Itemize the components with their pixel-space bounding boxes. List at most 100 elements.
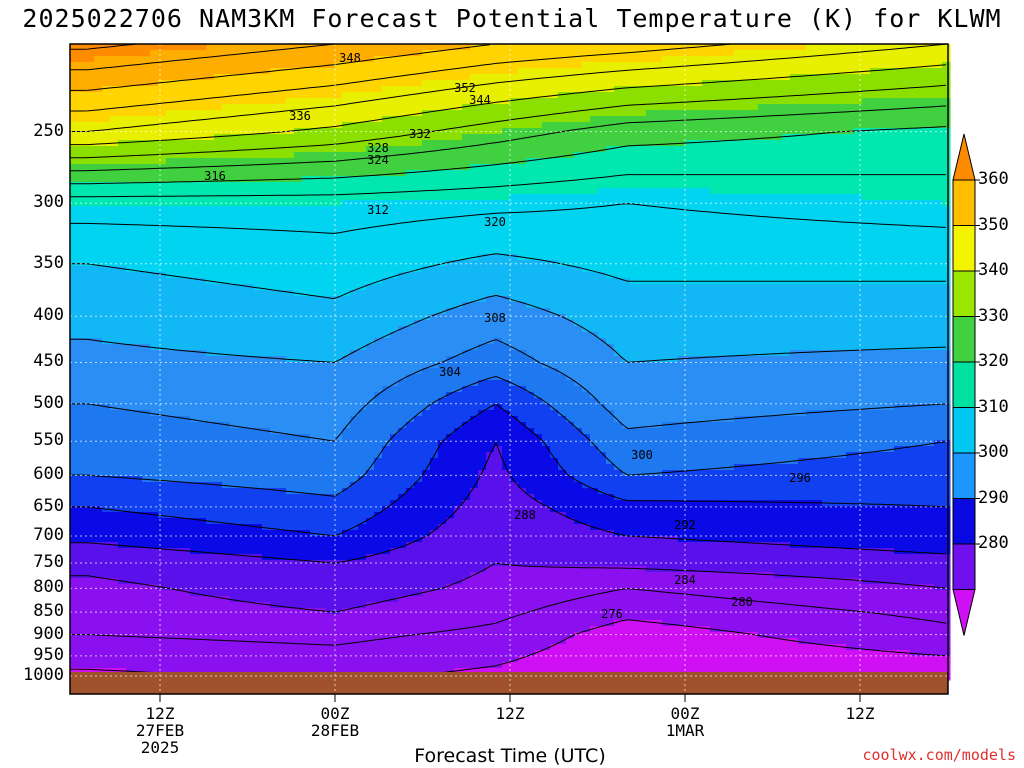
theta-cell bbox=[230, 44, 239, 51]
theta-cell bbox=[270, 152, 279, 159]
theta-cell bbox=[86, 224, 95, 231]
theta-cell bbox=[350, 410, 359, 417]
theta-cell bbox=[142, 326, 151, 333]
theta-cell bbox=[190, 524, 199, 531]
theta-cell bbox=[86, 248, 95, 255]
theta-cell bbox=[358, 98, 367, 105]
theta-cell bbox=[358, 92, 367, 99]
theta-cell bbox=[262, 416, 271, 423]
theta-cell bbox=[102, 122, 111, 129]
theta-cell bbox=[414, 164, 423, 171]
theta-cell bbox=[214, 188, 223, 195]
theta-cell bbox=[334, 332, 343, 339]
theta-cell bbox=[222, 92, 231, 99]
theta-cell bbox=[94, 224, 103, 231]
theta-cell bbox=[342, 602, 351, 609]
theta-cell bbox=[182, 80, 191, 87]
theta-cell bbox=[262, 434, 271, 441]
theta-cell bbox=[430, 110, 439, 117]
theta-cell bbox=[342, 416, 351, 423]
theta-cell bbox=[118, 386, 127, 393]
theta-cell bbox=[414, 650, 423, 657]
theta-cell bbox=[254, 290, 263, 297]
theta-cell bbox=[422, 512, 431, 519]
theta-cell bbox=[150, 566, 159, 573]
theta-cell bbox=[422, 44, 431, 51]
theta-cell bbox=[262, 248, 271, 255]
theta-cell bbox=[134, 650, 143, 657]
theta-cell bbox=[302, 362, 311, 369]
theta-cell bbox=[198, 584, 207, 591]
theta-cell bbox=[318, 200, 327, 207]
theta-cell bbox=[302, 338, 311, 345]
theta-cell bbox=[254, 392, 263, 399]
theta-cell bbox=[94, 662, 103, 669]
theta-cell bbox=[334, 644, 343, 651]
theta-cell bbox=[334, 638, 343, 645]
theta-cell bbox=[422, 506, 431, 513]
theta-cell bbox=[350, 638, 359, 645]
theta-cell bbox=[390, 554, 399, 561]
theta-cell bbox=[86, 620, 95, 627]
theta-cell bbox=[334, 524, 343, 531]
theta-cell bbox=[166, 356, 175, 363]
theta-cell bbox=[366, 620, 375, 627]
theta-cell bbox=[238, 230, 247, 237]
theta-cell bbox=[414, 128, 423, 135]
theta-cell bbox=[350, 536, 359, 543]
theta-cell bbox=[350, 206, 359, 213]
theta-cell bbox=[438, 590, 447, 597]
theta-cell bbox=[398, 548, 407, 555]
theta-cell bbox=[134, 272, 143, 279]
theta-cell bbox=[222, 536, 231, 543]
theta-cell bbox=[150, 140, 159, 147]
theta-cell bbox=[206, 332, 215, 339]
theta-cell bbox=[166, 608, 175, 615]
theta-cell bbox=[390, 524, 399, 531]
theta-cell bbox=[326, 254, 335, 261]
theta-cell bbox=[86, 614, 95, 621]
theta-cell bbox=[70, 560, 79, 567]
theta-cell bbox=[310, 584, 319, 591]
theta-cell bbox=[78, 320, 87, 327]
theta-cell bbox=[158, 356, 167, 363]
theta-cell bbox=[350, 326, 359, 333]
theta-cell bbox=[414, 524, 423, 531]
theta-cell bbox=[110, 494, 119, 501]
theta-cell bbox=[278, 386, 287, 393]
theta-cell bbox=[198, 230, 207, 237]
theta-cell bbox=[358, 110, 367, 117]
theta-cell bbox=[174, 128, 183, 135]
theta-cell bbox=[350, 284, 359, 291]
theta-cell bbox=[118, 518, 127, 525]
theta-cell bbox=[414, 260, 423, 267]
theta-cell bbox=[166, 440, 175, 447]
theta-cell bbox=[254, 488, 263, 495]
theta-cell bbox=[374, 512, 383, 519]
theta-cell bbox=[118, 260, 127, 267]
theta-cell bbox=[286, 86, 295, 93]
theta-cell bbox=[318, 518, 327, 525]
theta-cell bbox=[374, 398, 383, 405]
theta-cell bbox=[230, 314, 239, 321]
theta-cell bbox=[102, 248, 111, 255]
theta-cell bbox=[214, 422, 223, 429]
theta-cell bbox=[326, 590, 335, 597]
theta-cell bbox=[382, 92, 391, 99]
theta-cell bbox=[270, 620, 279, 627]
theta-cell bbox=[382, 590, 391, 597]
theta-cell bbox=[366, 158, 375, 165]
theta-cell bbox=[158, 374, 167, 381]
theta-cell bbox=[318, 62, 327, 69]
theta-cell bbox=[206, 230, 215, 237]
theta-cell bbox=[126, 302, 135, 309]
theta-cell bbox=[246, 434, 255, 441]
theta-cell bbox=[350, 380, 359, 387]
theta-cell bbox=[238, 122, 247, 129]
theta-cell bbox=[118, 194, 127, 201]
theta-cell bbox=[294, 644, 303, 651]
theta-cell bbox=[134, 638, 143, 645]
theta-cell bbox=[222, 488, 231, 495]
theta-cell bbox=[86, 230, 95, 237]
theta-cell bbox=[430, 590, 439, 597]
